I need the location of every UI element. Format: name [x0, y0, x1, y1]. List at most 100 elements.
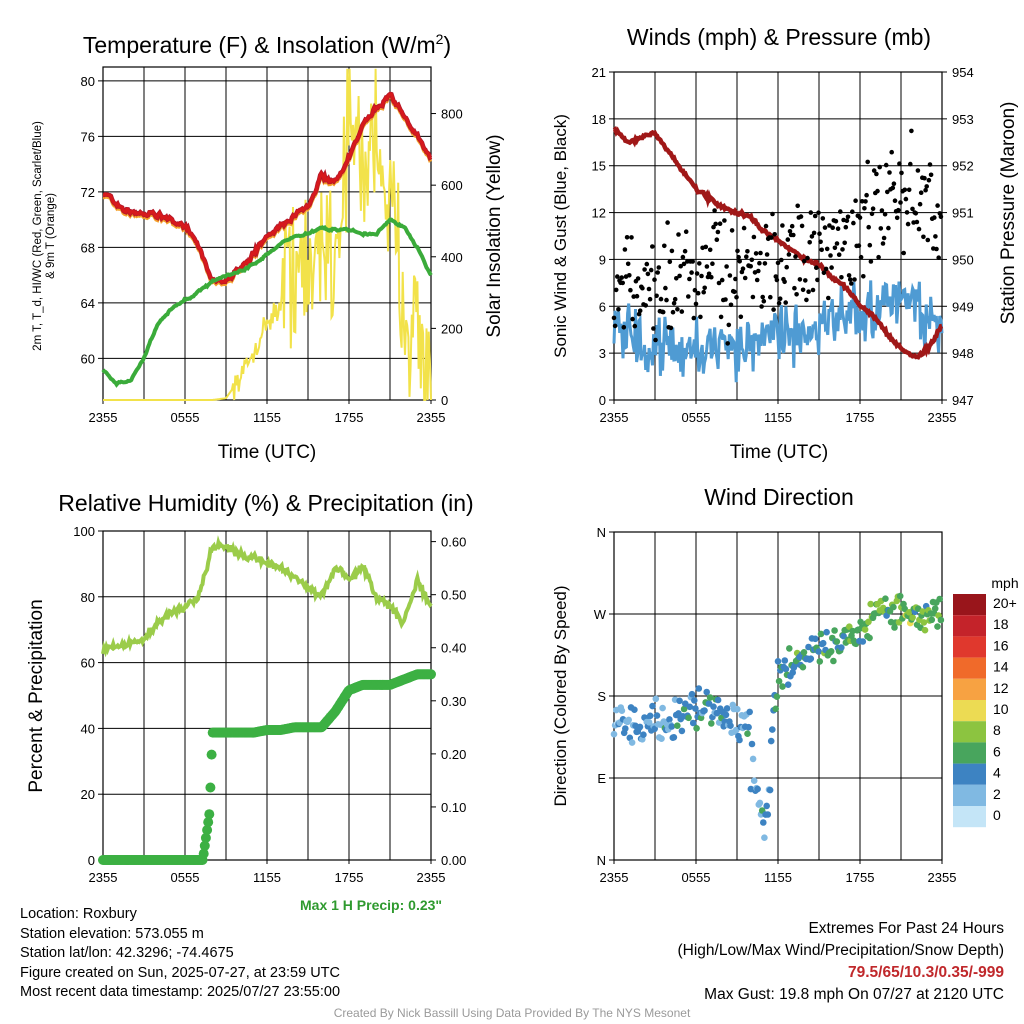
gust-point [847, 277, 853, 282]
gust-point [764, 252, 770, 257]
direction-point [714, 696, 722, 704]
gust-point [751, 234, 757, 240]
gust-point [621, 325, 627, 330]
gust-point [807, 240, 812, 245]
precip-point [206, 749, 217, 760]
gust-point [871, 168, 877, 173]
gust-point [733, 276, 738, 282]
gust-point [704, 264, 710, 269]
dir-ytick-label: N [597, 853, 606, 868]
gust-point [729, 228, 735, 233]
direction-point [610, 730, 618, 738]
rh-ytick-right-label: 0.60 [441, 535, 466, 550]
precip-point [199, 840, 210, 851]
gust-point [685, 259, 690, 264]
rh-xtick-label: 2355 [417, 870, 446, 885]
gust-point [723, 297, 728, 302]
gust-point [671, 300, 677, 306]
gust-point [693, 301, 699, 307]
dir-xtick-label: 2355 [600, 870, 629, 885]
gust-point [812, 213, 818, 219]
gust-point [725, 341, 730, 346]
gust-point [744, 254, 749, 259]
gust-point [712, 208, 717, 213]
gust-point [716, 280, 722, 286]
gust-point [938, 214, 944, 220]
gust-point [637, 308, 643, 314]
speed-legend-swatch [953, 657, 986, 679]
dewpoint-line [101, 217, 433, 388]
gust-point [665, 220, 670, 225]
direction-point [658, 735, 665, 742]
gust-point [904, 210, 910, 215]
speed-legend-swatch [953, 721, 986, 743]
figure-created: Figure created on Sun, 2025-07-27, at 23… [20, 964, 340, 981]
wind-panel-title: Winds (mph) & Pressure (mb) [627, 24, 931, 50]
direction-point [775, 677, 783, 685]
speed-legend-label: 6 [993, 743, 1001, 759]
speed-legend-label: 0 [993, 807, 1001, 823]
gust-point [852, 277, 857, 282]
direction-ylabel: Direction (Colored By Speed) [551, 585, 570, 806]
gust-point [697, 261, 702, 266]
gust-point [653, 337, 658, 343]
gust-point [736, 254, 741, 260]
gust-point [664, 297, 669, 303]
gust-point [891, 181, 897, 186]
rh-ytick-label: 0 [88, 853, 95, 868]
direction-point [676, 697, 683, 705]
gust-point [791, 232, 796, 238]
direction-point [649, 702, 656, 710]
temp-xlabel: Time (UTC) [218, 442, 317, 463]
dir-xtick-label: 2355 [928, 870, 957, 885]
gust-point [866, 224, 871, 230]
wind-ytick-right-label: 948 [952, 346, 974, 361]
gust-point [763, 223, 769, 229]
gust-point [903, 196, 909, 202]
station-elevation: Station elevation: 573.055 m [20, 925, 204, 942]
gust-point [885, 189, 890, 195]
gust-point [748, 264, 753, 269]
direction-point [631, 706, 638, 713]
gust-point [798, 214, 804, 219]
gust-point [886, 225, 891, 231]
station-info: Location: Roxbury Station elevation: 573… [20, 905, 340, 1003]
direction-point [772, 705, 779, 713]
direction-point [713, 709, 721, 717]
gust-point [928, 172, 934, 178]
gust-point [828, 253, 833, 258]
gust-point [874, 171, 879, 177]
direction-point [651, 725, 658, 733]
gust-point [619, 275, 624, 280]
wind-ytick-label: 9 [599, 252, 606, 267]
gust-point [936, 255, 941, 260]
gust-point [935, 203, 940, 208]
temp-xtick-label: 1155 [253, 410, 281, 425]
gust-point [862, 206, 867, 211]
rh-xtick-label: 0555 [171, 870, 200, 885]
gust-point [715, 229, 721, 235]
gust-point [758, 250, 763, 256]
direction-point [691, 697, 698, 704]
rh-ytick-label: 20 [81, 787, 95, 802]
gust-point [890, 185, 896, 191]
gust-point [645, 271, 651, 277]
temp-ytick-right-label: 400 [441, 250, 463, 265]
direction-point [708, 720, 715, 727]
speed-legend-swatch [953, 784, 986, 806]
gust-point [915, 168, 921, 173]
gust-point [824, 246, 830, 252]
gust-point [861, 274, 866, 279]
gust-point [815, 277, 820, 283]
gust-point [675, 307, 680, 312]
temperature-line [102, 92, 432, 284]
gust-point [615, 274, 620, 279]
gust-point [934, 246, 939, 252]
gust-point [858, 254, 864, 260]
gust-point [674, 276, 679, 281]
gust-point [834, 241, 840, 246]
gust-point [757, 260, 762, 266]
gust-point [869, 211, 875, 217]
gust-point [772, 232, 777, 237]
gust-point [737, 259, 742, 264]
